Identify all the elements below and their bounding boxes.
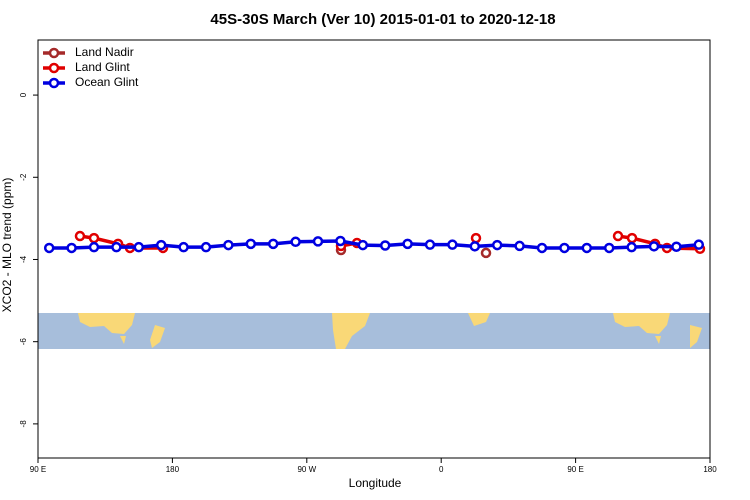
point — [470, 232, 482, 244]
legend-label: Ocean Glint — [75, 75, 139, 89]
point — [626, 241, 637, 253]
x-tick-label: 180 — [703, 465, 717, 474]
point — [66, 242, 77, 254]
x-tick-label: 90 W — [297, 465, 316, 474]
point — [603, 242, 615, 254]
point — [379, 240, 391, 251]
y-tick-label: -8 — [19, 420, 28, 428]
point — [536, 242, 548, 254]
point — [612, 230, 624, 242]
legend-marker — [48, 77, 60, 89]
y-tick-label: -4 — [19, 255, 28, 263]
y-tick-label: -2 — [19, 173, 28, 181]
point — [626, 232, 638, 244]
point — [74, 230, 86, 242]
point — [469, 241, 481, 252]
y-axis-label: XCO2 - MLO trend (ppm) — [0, 178, 14, 313]
point — [447, 239, 458, 250]
y-tick-label: -6 — [19, 338, 28, 346]
point — [133, 241, 145, 253]
point — [357, 239, 369, 251]
point — [223, 239, 234, 251]
chart-title: 45S-30S March (Ver 10) 2015-01-01 to 202… — [210, 11, 555, 28]
point — [480, 247, 492, 259]
point — [290, 236, 301, 248]
legend-marker — [48, 62, 60, 74]
x-tick-label: 90 E — [567, 465, 583, 474]
series-line — [49, 239, 699, 250]
point — [491, 239, 503, 251]
legend-marker — [48, 47, 60, 59]
x-axis-label: Longitude — [349, 476, 402, 490]
map-strip — [38, 313, 710, 349]
point — [111, 241, 122, 253]
point — [178, 241, 189, 253]
x-tick-label: 90 E — [30, 465, 46, 474]
x-tick-label: 0 — [439, 465, 444, 474]
point — [424, 239, 436, 250]
point — [514, 240, 525, 252]
point — [155, 239, 167, 251]
point — [671, 241, 682, 252]
point — [402, 238, 413, 250]
point — [581, 242, 593, 254]
point — [312, 236, 324, 247]
point — [693, 239, 705, 250]
plot-frame — [37, 39, 711, 459]
x-tick-label: 180 — [166, 465, 180, 474]
point — [267, 238, 279, 250]
point — [648, 241, 660, 252]
point — [88, 232, 100, 244]
point — [245, 238, 257, 250]
point — [43, 242, 55, 254]
legend-label: Land Nadir — [75, 45, 134, 59]
point — [335, 235, 346, 247]
y-tick-label: 0 — [19, 92, 28, 97]
point — [88, 241, 100, 253]
legend-label: Land Glint — [75, 60, 130, 74]
point — [200, 241, 212, 253]
point — [559, 242, 570, 254]
